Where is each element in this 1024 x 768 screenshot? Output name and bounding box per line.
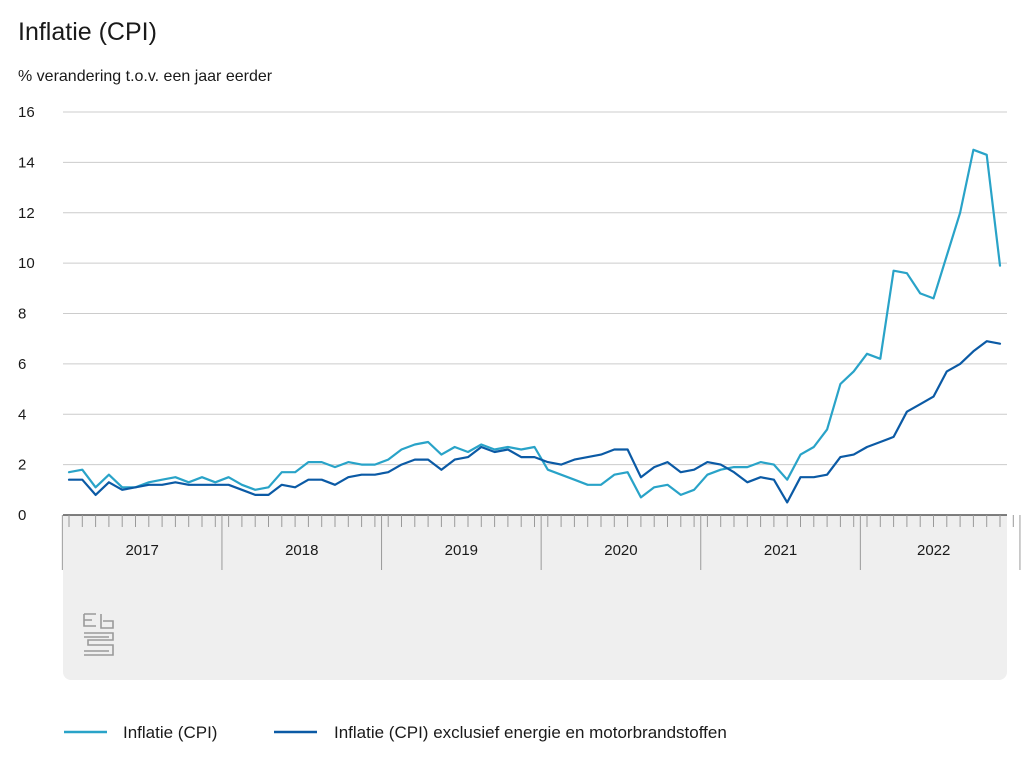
x-year-label: 2020 [604, 542, 637, 559]
x-year-label: 2021 [764, 542, 797, 559]
y-tick-label: 16 [18, 104, 35, 121]
y-tick-label: 6 [18, 356, 26, 373]
x-axis-month-ticks [61, 515, 1021, 570]
x-axis-year-labels: 2017 2018 2019 2020 2021 2022 [125, 542, 950, 559]
x-axis-panel [63, 515, 1007, 680]
x-year-label: 2022 [917, 542, 950, 559]
gridlines [63, 111, 1007, 466]
series-lines [67, 148, 1002, 504]
y-tick-label: 10 [18, 255, 35, 272]
series-line-cpi [67, 148, 1002, 499]
y-tick-label: 12 [18, 205, 35, 222]
y-tick-label: 2 [18, 457, 26, 474]
x-year-label: 2017 [125, 542, 158, 559]
chart-title: Inflatie (CPI) [18, 18, 157, 46]
series-line-cpi-excl-energy [67, 340, 1002, 504]
y-tick-label: 4 [18, 406, 26, 423]
cbs-logo [83, 613, 114, 656]
legend-label-cpi: Inflatie (CPI) [123, 723, 217, 742]
chart-subtitle: % verandering t.o.v. een jaar eerder [18, 68, 273, 85]
y-tick-label: 8 [18, 306, 26, 323]
y-axis-ticks: 0 2 4 6 8 10 12 14 16 [18, 104, 35, 524]
y-tick-label: 14 [18, 154, 35, 171]
legend-label-cpi-excl-energy: Inflatie (CPI) exclusief energie en moto… [334, 723, 727, 742]
legend: Inflatie (CPI) Inflatie (CPI) exclusief … [64, 723, 727, 742]
x-year-label: 2019 [445, 542, 478, 559]
x-year-label: 2018 [285, 542, 318, 559]
y-tick-label: 0 [18, 507, 26, 524]
